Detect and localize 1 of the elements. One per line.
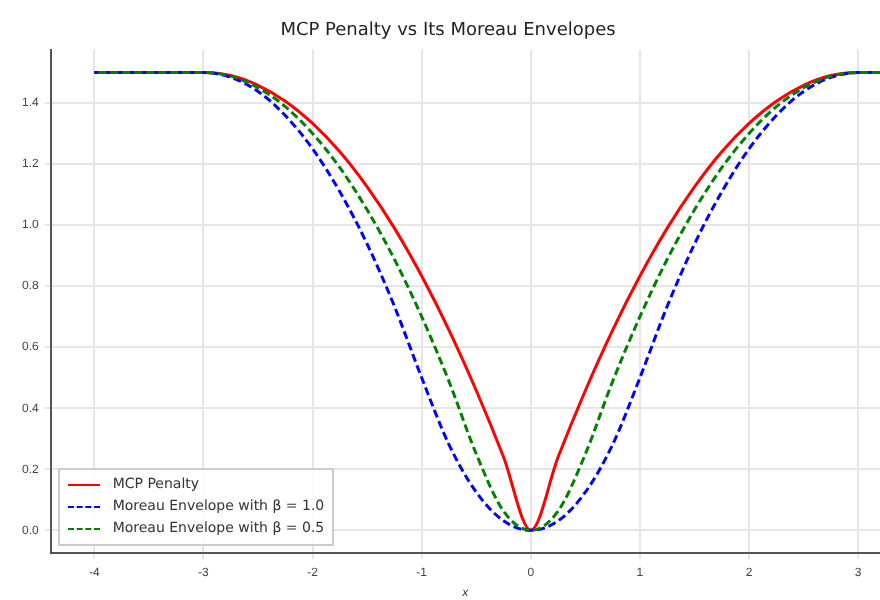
chart-title: MCP Penalty vs Its Moreau Envelopes [280,21,617,42]
